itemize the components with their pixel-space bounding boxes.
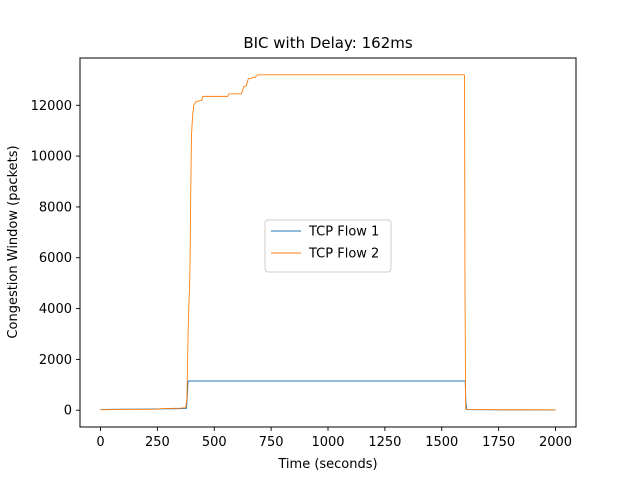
y-tick-label: 8000 bbox=[39, 200, 72, 215]
legend-box bbox=[264, 219, 392, 273]
y-tick-label: 6000 bbox=[39, 251, 72, 266]
y-tick-label: 0 bbox=[64, 404, 72, 419]
legend-label-tcp-flow-2: TCP Flow 2 bbox=[308, 247, 379, 262]
legend: TCP Flow 1 TCP Flow 2 bbox=[264, 219, 392, 273]
x-tick-label: 1250 bbox=[368, 435, 401, 450]
x-tick-label: 2000 bbox=[539, 435, 572, 450]
x-axis-label: Time (seconds) bbox=[277, 457, 377, 472]
x-tick-label: 250 bbox=[145, 435, 170, 450]
x-tick-label: 750 bbox=[259, 435, 284, 450]
series-layer bbox=[100, 74, 556, 411]
x-tick-label: 1000 bbox=[311, 435, 344, 450]
x-tick-label: 0 bbox=[96, 435, 104, 450]
y-tick-label: 2000 bbox=[39, 353, 72, 368]
y-tick-label: 12000 bbox=[31, 99, 72, 114]
x-tick-label: 500 bbox=[202, 435, 227, 450]
y-tick-label: 10000 bbox=[31, 150, 72, 165]
x-tick-label: 1750 bbox=[482, 435, 515, 450]
y-axis: 0 2000 4000 6000 8000 10000 12000 bbox=[31, 99, 80, 419]
x-axis: 0 250 500 750 1000 1250 1500 1750 2000 bbox=[96, 427, 572, 450]
chart-title: BIC with Delay: 162ms bbox=[243, 34, 413, 52]
y-tick-label: 4000 bbox=[39, 302, 72, 317]
legend-label-tcp-flow-1: TCP Flow 1 bbox=[308, 225, 379, 240]
y-axis-label: Congestion Window (packets) bbox=[6, 145, 21, 338]
series-line-tcp-flow-2 bbox=[100, 74, 556, 411]
x-tick-label: 1500 bbox=[425, 435, 458, 450]
